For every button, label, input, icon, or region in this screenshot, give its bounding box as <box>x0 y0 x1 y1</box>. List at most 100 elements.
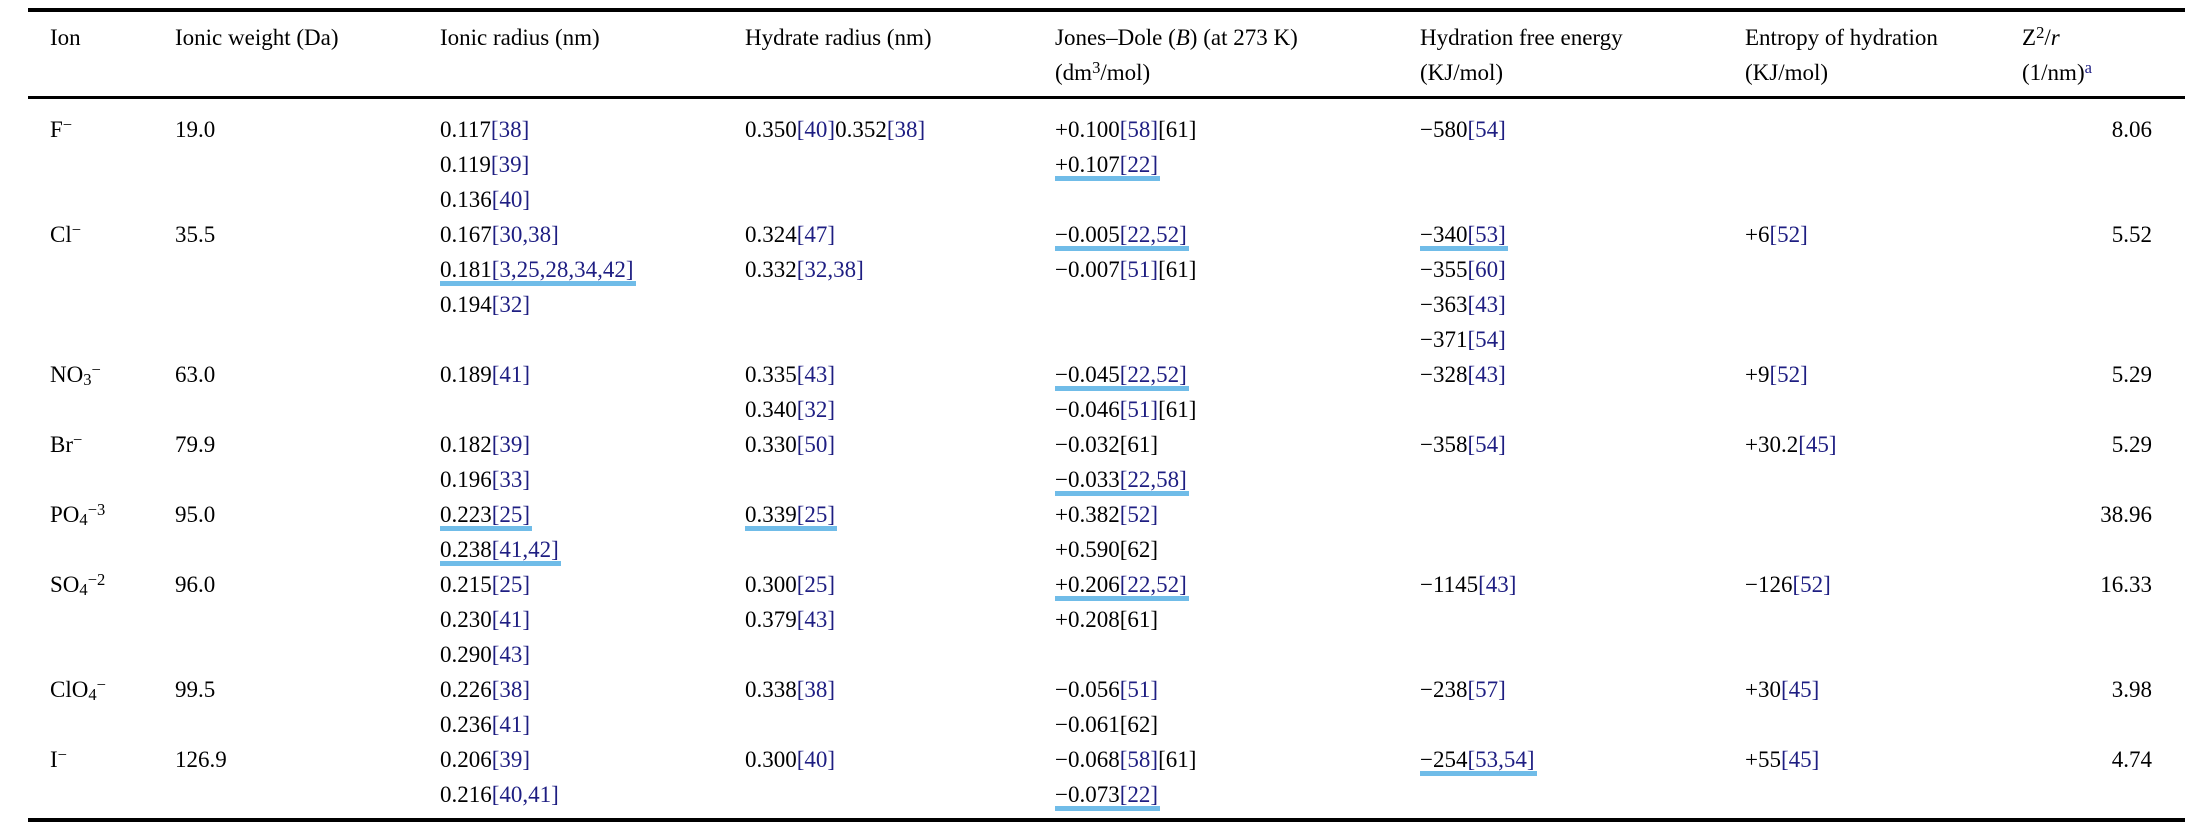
citation-link[interactable]: [43] <box>796 607 836 632</box>
citation-link[interactable]: [50] <box>796 432 836 457</box>
citation-link[interactable]: [22,58] <box>1119 467 1187 492</box>
citation-link[interactable]: [52] <box>1119 502 1159 527</box>
value-line: Entropy of hydration <box>1745 20 2016 55</box>
text-segment: −0.007 <box>1055 257 1120 282</box>
text-segment: 0.379 <box>745 607 797 632</box>
value-line: −358[54] <box>1420 427 1739 462</box>
text-segment: 4 <box>88 684 97 704</box>
hydration-free-energy-cell: −254[53,54] <box>1420 742 1745 820</box>
citation-link[interactable]: [60] <box>1467 257 1506 282</box>
text-segment: [61] <box>1158 257 1197 282</box>
citation-link[interactable]: [43] <box>1478 572 1517 597</box>
text-segment: 0.332 <box>745 257 797 282</box>
citation-link[interactable]: [39] <box>491 432 531 457</box>
text-segment: −363 <box>1420 292 1468 317</box>
value-line: (KJ/mol) <box>1745 55 2016 90</box>
citation-link[interactable]: [41] <box>491 362 531 387</box>
citation-link[interactable]: [45] <box>1798 432 1837 457</box>
citation-link[interactable]: [38] <box>796 677 836 702</box>
value-line: 0.335[43] <box>745 357 1049 392</box>
citation-link[interactable]: [53] <box>1467 222 1506 247</box>
citation-link[interactable]: [52] <box>1769 362 1808 387</box>
citation-link[interactable]: [58] <box>1119 747 1159 772</box>
highlight-underline: −0.073[22] <box>1055 777 1161 812</box>
citation-link[interactable]: [32,38] <box>796 257 864 282</box>
citation-link[interactable]: [43] <box>1467 292 1506 317</box>
citation-link[interactable]: [25] <box>491 572 531 597</box>
citation-link[interactable]: [22,52] <box>1119 362 1187 387</box>
citation-link[interactable]: [39] <box>490 152 530 177</box>
value-line: NO3− <box>50 357 169 392</box>
citation-link[interactable]: [41] <box>491 712 531 737</box>
text-segment: [61] <box>1119 432 1159 457</box>
value-line: (1/nm)a <box>2022 55 2185 90</box>
value-line: 0.216[40,41] <box>440 777 739 812</box>
citation-link[interactable]: [45] <box>1780 747 1820 772</box>
table-row-po4: PO4−3 95.0 0.223[25] 0.238[41,42] 0.339[25] +… <box>28 497 2185 567</box>
citation-link[interactable]: [40,41] <box>491 782 559 807</box>
citation-link[interactable]: [40] <box>491 187 531 212</box>
text-segment: 5.29 <box>2111 432 2152 457</box>
text-segment: −328 <box>1420 362 1468 387</box>
ionic-weight-cell: 99.5 <box>175 672 440 742</box>
citation-link[interactable]: [43] <box>796 362 836 387</box>
ion-cell: I− <box>28 742 175 820</box>
annotated-value-line: +0.206[22,52] <box>1055 567 1414 602</box>
text-segment: −0.033 <box>1055 467 1120 492</box>
citation-link[interactable]: [51] <box>1119 677 1159 702</box>
citation-link[interactable]: [54] <box>1467 117 1506 142</box>
citation-link[interactable]: a <box>2084 57 2092 77</box>
citation-link[interactable]: [43] <box>491 642 531 667</box>
citation-link[interactable]: [57] <box>1467 677 1506 702</box>
entropy-of-hydration-cell: +30.2[45] <box>1745 427 2022 497</box>
text-segment: Ionic radius (nm) <box>440 25 600 50</box>
citation-link[interactable]: [41] <box>491 607 531 632</box>
citation-link[interactable]: [58] <box>1119 117 1159 142</box>
value-line: 38.96 <box>2022 497 2152 532</box>
citation-link[interactable]: [43] <box>1467 362 1506 387</box>
text-segment: NO <box>50 362 84 387</box>
citation-link[interactable]: [38] <box>886 117 926 142</box>
citation-link[interactable]: [45] <box>1780 677 1820 702</box>
citation-link[interactable]: [54] <box>1467 327 1506 352</box>
value-line: 5.29 <box>2022 357 2152 392</box>
citation-link[interactable]: [39] <box>491 747 531 772</box>
text-segment: 0.350 <box>745 117 797 142</box>
table-row-so4: SO4−2 96.0 0.215[25] 0.230[41] 0.290[43] 0.30… <box>28 567 2185 672</box>
citation-link[interactable]: [3,25,28,34,42] <box>491 257 634 282</box>
citation-link[interactable]: [51] <box>1119 397 1159 422</box>
citation-link[interactable]: [53,54] <box>1467 747 1535 772</box>
citation-link[interactable]: [25] <box>796 502 836 527</box>
citation-link[interactable]: [22] <box>1119 782 1159 807</box>
text-segment: − <box>71 219 82 239</box>
citation-link[interactable]: [38] <box>491 677 531 702</box>
value-line: 3.98 <box>2022 672 2152 707</box>
highlight-underline: 0.223[25] <box>440 497 533 532</box>
ionic-weight-cell: 96.0 <box>175 567 440 672</box>
citation-link[interactable]: [22,52] <box>1119 572 1187 597</box>
value-line: (KJ/mol) <box>1420 55 1739 90</box>
citation-link[interactable]: [54] <box>1467 432 1506 457</box>
citation-link[interactable]: [40] <box>796 747 836 772</box>
text-segment: Hydration free energy <box>1420 25 1623 50</box>
text-segment: − <box>91 359 101 379</box>
citation-link[interactable]: [33] <box>491 467 531 492</box>
citation-link[interactable]: [22] <box>1119 152 1159 177</box>
citation-link[interactable]: [25] <box>796 572 836 597</box>
citation-link[interactable]: [25] <box>491 502 531 527</box>
text-segment: 0.223 <box>440 502 492 527</box>
citation-link[interactable]: [30,38] <box>491 222 559 247</box>
citation-link[interactable]: [40] <box>796 117 836 142</box>
citation-link[interactable]: [52] <box>1792 572 1831 597</box>
citation-link[interactable]: [51] <box>1119 257 1159 282</box>
citation-link[interactable]: [32] <box>796 397 836 422</box>
citation-link[interactable]: [52] <box>1769 222 1808 247</box>
citation-link[interactable]: [38] <box>490 117 530 142</box>
citation-link[interactable]: [32] <box>491 292 531 317</box>
value-line: SO4−2 <box>50 567 169 602</box>
text-segment: −3 <box>87 499 106 519</box>
citation-link[interactable]: [47] <box>796 222 836 247</box>
citation-link[interactable]: [22,52] <box>1119 222 1187 247</box>
text-segment: +0.100 <box>1055 117 1120 142</box>
citation-link[interactable]: [41,42] <box>491 537 559 562</box>
